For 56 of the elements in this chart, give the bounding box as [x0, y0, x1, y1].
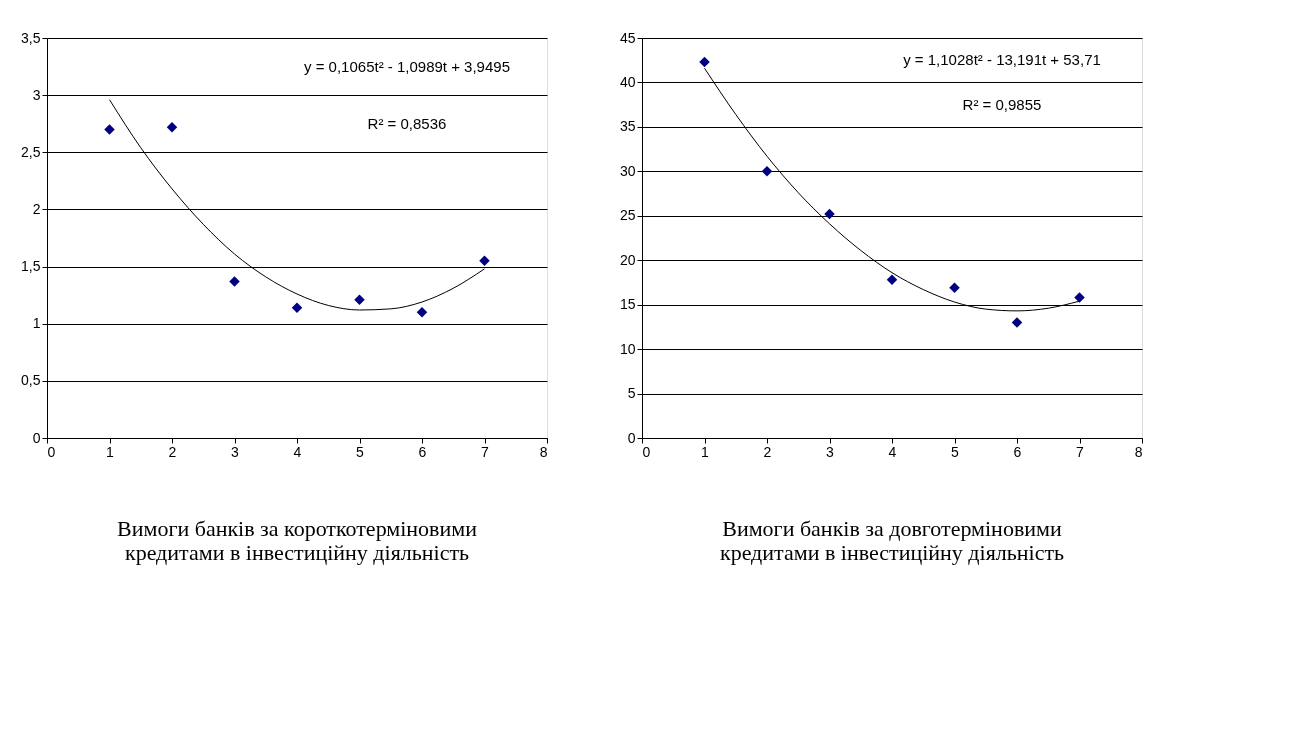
point [416, 307, 428, 318]
x-tick-label: 7 [1076, 443, 1085, 460]
annotation: R² = 0,9855 [962, 95, 1042, 113]
y-tick-label: 10 [619, 340, 636, 357]
x-tick-label: 6 [418, 443, 427, 460]
y-tick-label: 1 [32, 315, 41, 332]
text: Вимоги банків за короткотерміновими кредитами в інвестиційну діяльність [117, 516, 478, 565]
x-tick-label: 2 [168, 443, 177, 460]
x-tick-label: 3 [231, 443, 240, 460]
annotation: y = 0,1065t² - 1,0989t + 3,9495 [304, 57, 510, 75]
x-tick-label: 4 [888, 443, 897, 460]
x-tick-label: 4 [293, 443, 302, 460]
point [354, 294, 365, 305]
y-tick-label: 3,5 [21, 29, 41, 46]
annotation: y = 1,1028t² - 13,191t + 53,71 [903, 51, 1101, 69]
point [291, 302, 303, 313]
point [479, 255, 490, 267]
point [699, 56, 710, 68]
annotation: R² = 0,8536 [367, 114, 447, 132]
text: Вимоги банків за довготерміновими кредитами в інвестиційну діяльність [719, 516, 1065, 565]
x-tick-label: 6 [1013, 443, 1022, 460]
y-tick-label: 25 [619, 207, 636, 224]
y-tick-label: 3 [32, 86, 41, 103]
y-tick-label: 0,5 [21, 372, 41, 389]
point [949, 282, 960, 294]
y-tick-label: 30 [619, 162, 636, 179]
x-tick-label: 2 [763, 443, 772, 460]
x-tick-label: 8 [1134, 443, 1143, 460]
y-tick-label: 35 [619, 118, 636, 135]
y-tick-label: 5 [627, 385, 636, 402]
y-tick-label: 40 [619, 73, 636, 90]
y-tick-label: 20 [619, 251, 636, 268]
point [824, 208, 835, 220]
point [104, 124, 115, 135]
x-tick-label: 0 [642, 443, 651, 460]
y-tick-label: 2 [32, 200, 41, 217]
y-tick-label: 15 [619, 296, 636, 313]
x-tick-label: 8 [539, 443, 548, 460]
point [229, 276, 240, 287]
x-tick-label: 7 [481, 443, 490, 460]
x-tick-label: 5 [951, 443, 960, 460]
point [761, 166, 773, 177]
y-tick-label: 0 [32, 429, 41, 446]
x-tick-label: 0 [47, 443, 56, 460]
y-tick-label: 45 [619, 29, 636, 46]
point [166, 121, 178, 133]
point [1074, 292, 1085, 303]
y-tick-label: 2,5 [21, 143, 41, 160]
point [1011, 317, 1023, 328]
point [886, 274, 898, 286]
y-tick-label: 1,5 [21, 258, 41, 275]
x-tick-label: 1 [701, 443, 710, 460]
x-tick-label: 3 [826, 443, 835, 460]
y-tick-label: 0 [627, 429, 636, 446]
x-tick-label: 1 [106, 443, 115, 460]
x-tick-label: 5 [356, 443, 365, 460]
